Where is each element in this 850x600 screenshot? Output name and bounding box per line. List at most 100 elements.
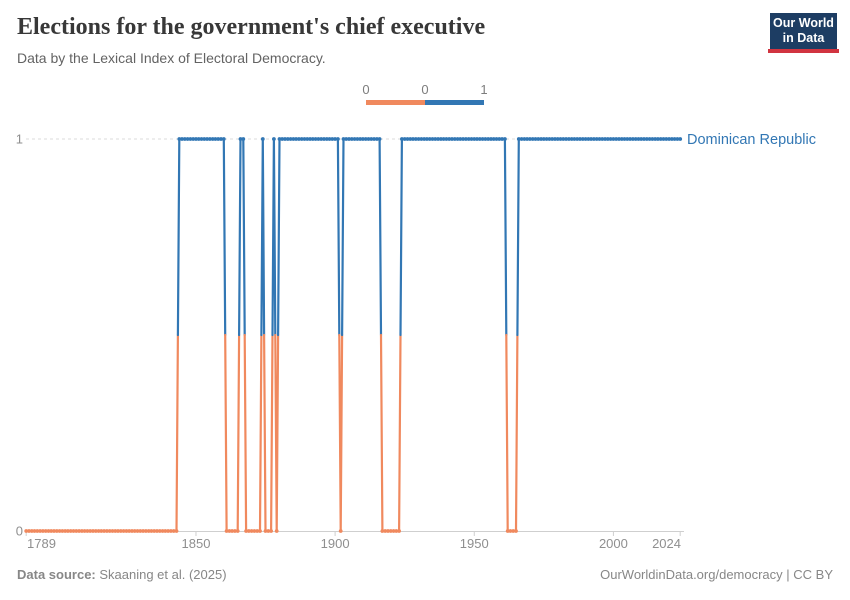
data-point [653, 137, 658, 141]
data-point [631, 137, 635, 141]
data-point [308, 137, 312, 141]
data-point [661, 137, 666, 141]
data-point [411, 137, 415, 141]
x-tick-label: 1950 [460, 536, 489, 551]
data-point [93, 529, 98, 533]
data-point [388, 529, 393, 533]
data-point [110, 529, 115, 533]
data-point [299, 137, 304, 141]
data-point [525, 137, 529, 141]
data-point [408, 137, 413, 141]
data-point [174, 529, 179, 533]
data-point [263, 529, 268, 533]
data-source-value: Skaaning et al. (2025) [95, 567, 227, 582]
data-point [272, 137, 276, 141]
data-point [494, 137, 499, 141]
data-point [450, 137, 454, 141]
data-point [508, 529, 513, 533]
data-point [230, 529, 235, 533]
chart-header: Elections for the government's chief exe… [17, 12, 757, 67]
data-point [157, 529, 162, 533]
attribution-link[interactable]: OurWorldinData.org/democracy | CC BY [600, 567, 833, 582]
data-point [41, 529, 45, 533]
data-point [196, 137, 201, 141]
data-point [458, 137, 463, 141]
data-point [352, 137, 357, 141]
data-point [363, 137, 368, 141]
owid-logo[interactable]: Our World in Data [768, 13, 839, 53]
series-segment [25, 333, 179, 533]
x-tick-label: 2000 [599, 536, 628, 551]
data-point [213, 137, 218, 141]
data-point [344, 137, 349, 141]
data-point [127, 529, 132, 533]
series-segment [505, 333, 519, 533]
data-point [583, 137, 588, 141]
data-point [269, 529, 273, 533]
data-point [24, 529, 29, 533]
data-point [416, 137, 421, 141]
data-point [611, 137, 616, 141]
data-point [169, 529, 173, 533]
data-point [519, 137, 524, 141]
data-point [361, 137, 365, 141]
data-point [580, 137, 585, 141]
data-point [366, 137, 371, 141]
data-point [177, 137, 182, 141]
data-point [567, 137, 571, 141]
x-tick-label: 1900 [321, 536, 350, 551]
data-point [149, 529, 154, 533]
data-point [372, 137, 376, 141]
data-point [249, 529, 254, 533]
data-point [338, 529, 343, 533]
data-point [202, 137, 207, 141]
data-point [617, 137, 621, 141]
data-point [670, 137, 674, 141]
data-point [500, 137, 504, 141]
data-point [589, 137, 593, 141]
data-point [402, 137, 407, 141]
data-point [280, 137, 285, 141]
data-point [288, 137, 293, 141]
data-point [171, 529, 176, 533]
data-point [605, 137, 610, 141]
data-point [380, 529, 385, 533]
y-tick-label: 0 [16, 524, 23, 539]
data-point [185, 137, 190, 141]
data-point [327, 137, 332, 141]
data-point [444, 137, 449, 141]
data-point [77, 529, 81, 533]
data-point [349, 137, 354, 141]
data-point [572, 137, 577, 141]
data-point [116, 529, 120, 533]
data-point [522, 137, 527, 141]
data-point [336, 137, 340, 141]
data-point [422, 137, 427, 141]
data-point [489, 137, 493, 141]
entity-label[interactable]: Dominican Republic [687, 132, 816, 148]
data-point [322, 137, 326, 141]
data-point [96, 529, 101, 533]
data-point [105, 529, 109, 533]
legend-tick-label: 1 [480, 82, 488, 97]
data-point [480, 137, 485, 141]
owid-logo-line2: in Data [782, 30, 825, 45]
data-point [191, 137, 196, 141]
data-point [54, 529, 59, 533]
data-point [452, 137, 457, 141]
series-segment [379, 333, 402, 533]
data-point [285, 137, 290, 141]
data-point [614, 137, 619, 141]
data-point [49, 529, 54, 533]
data-point [558, 137, 563, 141]
series-segment [243, 333, 263, 533]
data-point [575, 137, 580, 141]
data-point [464, 137, 468, 141]
data-point [102, 529, 106, 533]
data-point [664, 137, 669, 141]
data-point [319, 137, 324, 141]
data-point [667, 137, 671, 141]
data-point [608, 137, 613, 141]
data-point [146, 529, 151, 533]
